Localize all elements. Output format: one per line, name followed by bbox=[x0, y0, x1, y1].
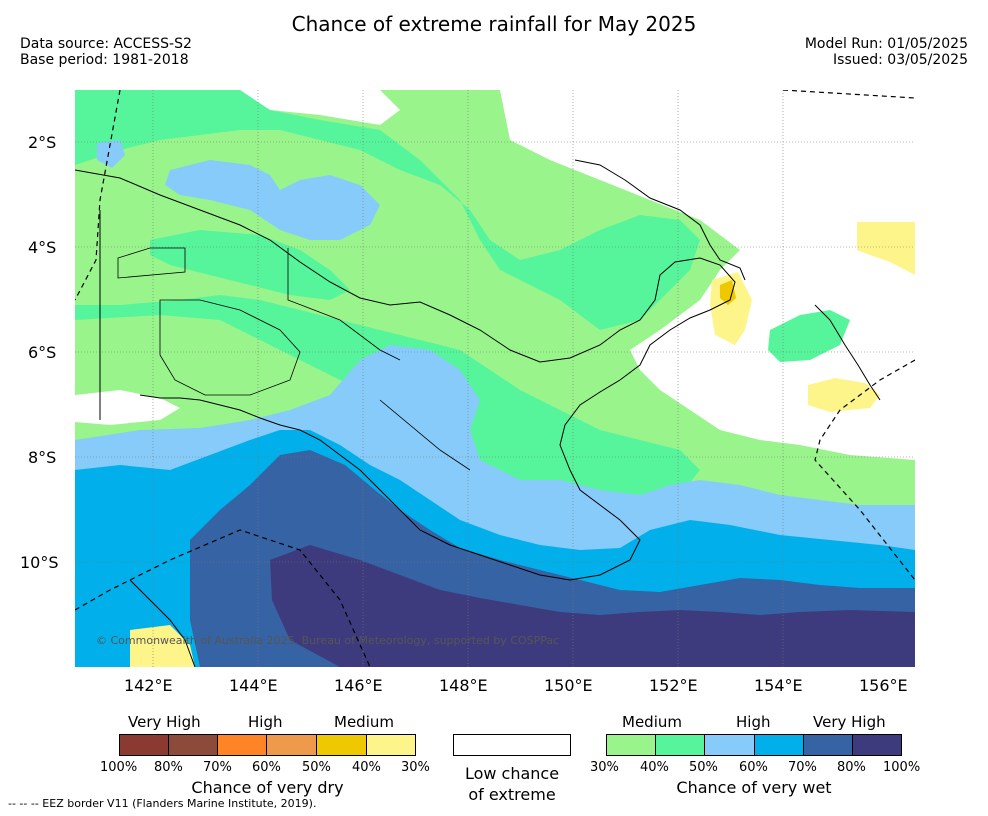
bougainville-coast bbox=[814, 304, 881, 401]
wet-swatch bbox=[655, 734, 705, 756]
new-guinea-coast bbox=[75, 169, 736, 581]
dry-tick: 50% bbox=[302, 760, 331, 775]
dry-tick: 40% bbox=[352, 760, 381, 775]
province-lines bbox=[117, 247, 471, 471]
field-extreme-wet bbox=[270, 545, 915, 667]
lat-label: 2°S bbox=[28, 133, 57, 152]
dry-swatch bbox=[366, 734, 416, 756]
field-high-wet-4 bbox=[768, 310, 850, 362]
dry-tick: 70% bbox=[203, 760, 232, 775]
australia-coast bbox=[129, 579, 196, 667]
wet-tick: 70% bbox=[788, 760, 817, 775]
field-medium-dry bbox=[720, 280, 736, 305]
lon-label: 142°E bbox=[124, 676, 173, 695]
base-period: Base period: 1981-2018 bbox=[20, 52, 189, 68]
map-fields bbox=[75, 90, 915, 667]
wet-tick: 60% bbox=[739, 760, 768, 775]
dry-swatch bbox=[168, 734, 218, 756]
dry-category-very-high: Very High bbox=[128, 713, 201, 731]
wet-swatch bbox=[606, 734, 656, 756]
dry-swatch bbox=[119, 734, 169, 756]
data-source: Data source: ACCESS-S2 bbox=[20, 36, 192, 52]
lon-label: 148°E bbox=[439, 676, 488, 695]
lat-label: 8°S bbox=[28, 448, 57, 467]
wet-category-very-high: Very High bbox=[813, 713, 886, 731]
field-none-west bbox=[75, 390, 180, 425]
wet-tick: 100% bbox=[883, 760, 921, 775]
lat-label: 4°S bbox=[28, 238, 57, 257]
meta-left: Data source: ACCESS-S2 Base period: 1981… bbox=[20, 36, 192, 68]
wet-tick: 50% bbox=[689, 760, 718, 775]
wet-tick: 80% bbox=[837, 760, 866, 775]
dry-tick: 30% bbox=[401, 760, 430, 775]
gridlines bbox=[75, 90, 915, 667]
dry-category-high: High bbox=[248, 713, 283, 731]
dry-swatch bbox=[217, 734, 267, 756]
dry-tick: 60% bbox=[252, 760, 281, 775]
lon-label: 152°E bbox=[649, 676, 698, 695]
wet-swatch bbox=[704, 734, 755, 756]
dry-caption: Chance of very dry bbox=[191, 778, 344, 797]
field-moderate-wet-north bbox=[165, 160, 380, 240]
coastlines bbox=[75, 159, 881, 667]
field-moderate-wet-north-2 bbox=[97, 140, 125, 168]
low-chance-caption-2: of extreme bbox=[468, 785, 556, 804]
field-none-northeast bbox=[500, 90, 915, 460]
wet-category-high: High bbox=[736, 713, 771, 731]
dry-swatch bbox=[316, 734, 367, 756]
field-low-dry-southwest bbox=[130, 625, 195, 667]
lon-label: 150°E bbox=[544, 676, 593, 695]
low-chance-caption-1: Low chance bbox=[464, 764, 560, 783]
wet-category-medium: Medium bbox=[622, 713, 682, 731]
meta-right: Model Run: 01/05/2025 Issued: 03/05/2025 bbox=[805, 36, 968, 68]
field-low-dry-southeast bbox=[808, 378, 880, 412]
dry-swatch bbox=[266, 734, 317, 756]
lat-label: 6°S bbox=[28, 343, 57, 362]
issued-date: Issued: 03/05/2025 bbox=[833, 52, 968, 68]
lon-label: 154°E bbox=[754, 676, 803, 695]
wet-caption: Chance of very wet bbox=[676, 778, 832, 797]
lon-label: 144°E bbox=[229, 676, 278, 695]
map-title: Chance of extreme rainfall for May 2025 bbox=[291, 12, 697, 36]
field-high-wet-1 bbox=[75, 90, 700, 330]
new-britain-coast bbox=[574, 159, 746, 281]
field-high-wet-3 bbox=[150, 230, 350, 300]
dry-tick: 80% bbox=[154, 760, 183, 775]
dry-tick: 100% bbox=[100, 760, 138, 775]
wet-swatch bbox=[803, 734, 853, 756]
eez-borders bbox=[75, 90, 915, 667]
model-run: Model Run: 01/05/2025 bbox=[804, 36, 968, 52]
lon-label: 156°E bbox=[859, 676, 908, 695]
wet-swatch bbox=[754, 734, 804, 756]
lat-label: 10°S bbox=[20, 553, 59, 572]
lon-label: 146°E bbox=[334, 676, 383, 695]
field-none-north-strip bbox=[240, 90, 400, 125]
field-low-dry-far-east bbox=[857, 222, 915, 275]
dry-category-medium: Medium bbox=[334, 713, 394, 731]
copyright-note: © Commonwealth of Australia 2025, Bureau… bbox=[96, 634, 560, 647]
wet-swatch bbox=[852, 734, 902, 756]
wet-tick: 30% bbox=[590, 760, 619, 775]
low-chance-swatch bbox=[453, 734, 571, 756]
wet-tick: 40% bbox=[640, 760, 669, 775]
eez-note: -- -- -- EEZ border V11 (Flanders Marine… bbox=[8, 797, 317, 810]
